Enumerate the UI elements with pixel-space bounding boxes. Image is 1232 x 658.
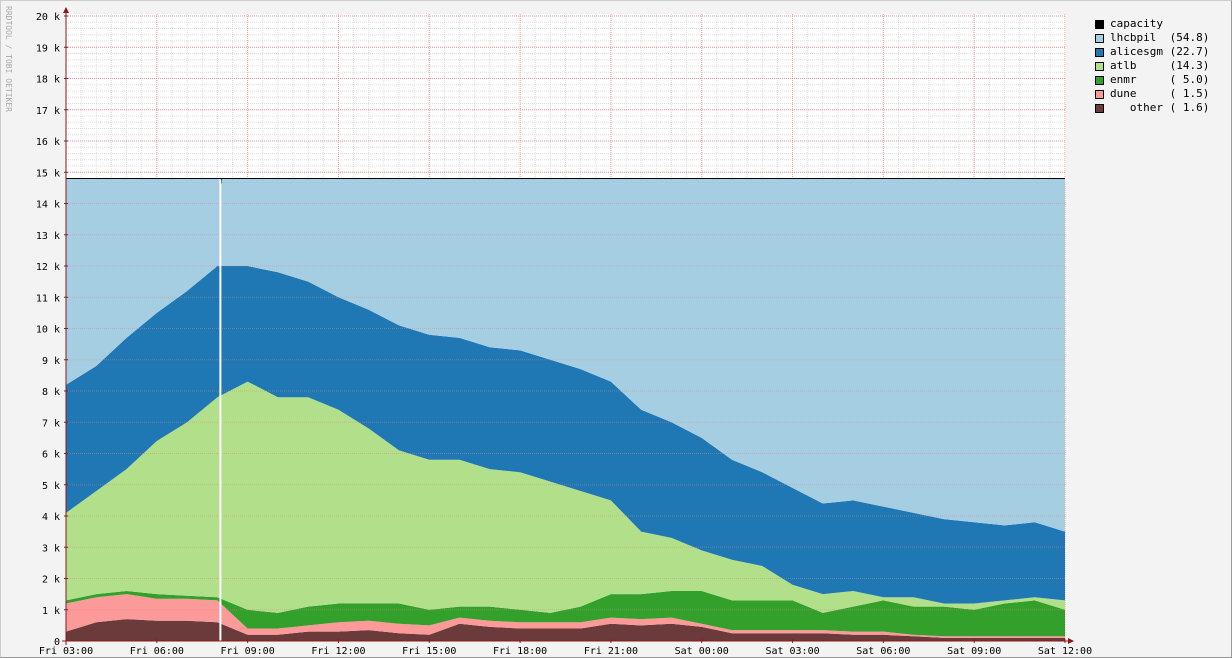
legend-item-atlb: atlb (14.3): [1095, 59, 1209, 73]
y-tick-label: 2 k: [42, 575, 60, 586]
legend-swatch: [1095, 19, 1104, 29]
y-tick-label: 15 k: [36, 168, 60, 179]
area-dune: [66, 594, 1065, 638]
y-tick-label: 18 k: [36, 75, 60, 86]
y-tick-label: 7 k: [42, 418, 60, 429]
watermark: RRDTOOL / TOBI OETIKER: [4, 6, 13, 112]
x-tick-label: Sat 12:00: [1038, 646, 1092, 657]
x-tick-label: Fri 12:00: [311, 646, 365, 657]
legend-label: lhcbpil (54.8): [1110, 31, 1210, 44]
y-tick-label: 8 k: [42, 387, 60, 398]
legend: capacity lhcbpil (54.8) alicesgm (22.7) atl…: [1095, 17, 1209, 115]
legend-item-other: other ( 1.6): [1095, 101, 1209, 115]
legend-item-dune: dune ( 1.5): [1095, 87, 1209, 101]
y-tick-label: 5 k: [42, 481, 60, 492]
x-tick-label: Sat 00:00: [675, 646, 729, 657]
legend-swatch: [1095, 103, 1104, 113]
area-alicesgm: [66, 266, 1065, 604]
x-tick-label: Fri 03:00: [39, 646, 93, 657]
x-tick-label: Sat 06:00: [856, 646, 910, 657]
y-tick-label: 12 k: [36, 262, 60, 273]
overlay: [66, 15, 1065, 642]
y-tick-label: 11 k: [36, 293, 60, 304]
x-axis-arrow: [1068, 638, 1074, 644]
legend-swatch: [1095, 75, 1104, 85]
area-other: [66, 619, 1065, 641]
legend-swatch: [1095, 61, 1104, 71]
legend-label: capacity: [1110, 17, 1163, 30]
legend-item-lhcbpil: lhcbpil (54.8): [1095, 31, 1209, 45]
area-atlb: [66, 381, 1065, 613]
y-tick-label: 4 k: [42, 512, 60, 523]
legend-label: alicesgm (22.7): [1110, 45, 1210, 58]
y-tick-label: 10 k: [36, 325, 60, 336]
legend-label: enmr ( 5.0): [1110, 73, 1210, 86]
x-tick-label: Sat 03:00: [765, 646, 819, 657]
y-tick-label: 20 k: [36, 12, 60, 23]
legend-label: dune ( 1.5): [1110, 87, 1210, 100]
x-tick-label: Sat 09:00: [947, 646, 1001, 657]
y-tick-label: 9 k: [42, 356, 60, 367]
y-tick-label: 0: [54, 637, 60, 648]
y-tick-label: 14 k: [36, 200, 60, 211]
y-tick-label: 6 k: [42, 450, 60, 461]
legend-item-enmr: enmr ( 5.0): [1095, 73, 1209, 87]
y-tick-label: 1 k: [42, 606, 60, 617]
legend-label: other ( 1.6): [1110, 101, 1210, 114]
legend-swatch: [1095, 33, 1104, 43]
axes: 0 1 k 2 k 3 k 4 k 5 k 6 k 7 k 8 k 9 k 10 k 11 k 12 k…: [36, 7, 1092, 657]
legend-swatch: [1095, 47, 1104, 57]
legend-swatch: [1095, 89, 1104, 99]
area-enmr: [66, 591, 1065, 637]
legend-item-alicesgm: alicesgm (22.7): [1095, 45, 1209, 59]
x-tick-label: Fri 18:00: [493, 646, 547, 657]
x-tick-label: Fri 15:00: [402, 646, 456, 657]
x-tick-label: Fri 09:00: [221, 646, 275, 657]
x-tick-label: Fri 21:00: [584, 646, 638, 657]
y-axis-arrow: [63, 7, 69, 13]
y-tick-label: 17 k: [36, 106, 60, 117]
x-tick-label: Fri 06:00: [130, 646, 184, 657]
y-tick-label: 19 k: [36, 43, 60, 54]
legend-item-capacity: capacity: [1095, 17, 1209, 31]
area-lhcbpil: [66, 178, 1065, 532]
series-areas: [66, 178, 1065, 641]
y-tick-label: 13 k: [36, 231, 60, 242]
legend-label: atlb (14.3): [1110, 59, 1210, 72]
y-tick-label: 3 k: [42, 543, 60, 554]
y-tick-label: 16 k: [36, 137, 60, 148]
